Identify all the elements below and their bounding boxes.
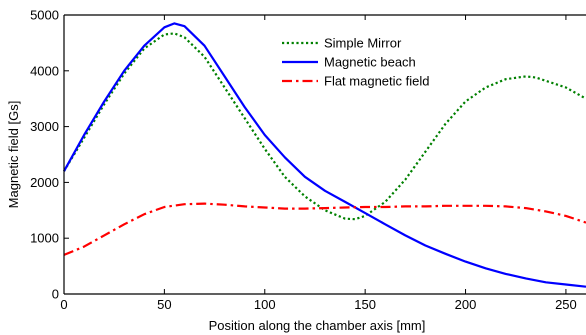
series-line-magnetic-beach — [63, 22, 586, 288]
y-tick-label: 3000 — [30, 119, 59, 134]
y-tick-label: 4000 — [30, 63, 59, 78]
y-axis-label: Magnetic field [Gs] — [6, 101, 21, 209]
series-line-simple-mirror — [63, 32, 586, 221]
plot-background — [64, 15, 586, 294]
legend-label: Magnetic beach — [324, 55, 416, 70]
y-tick-label: 2000 — [30, 175, 59, 190]
axes-layer: 0 50 100 150 200 250 0 1000 2000 3000 4000 5000 — [30, 8, 586, 312]
x-tick-label: 50 — [157, 297, 171, 312]
y-tick-label: 0 — [52, 287, 59, 302]
y-tick-label: 5000 — [30, 8, 59, 23]
x-axis-label: Position along the chamber axis [mm] — [209, 318, 426, 333]
x-tick-label: 250 — [555, 297, 577, 312]
x-tick-label: 150 — [354, 297, 376, 312]
legend: Simple Mirror Magnetic beach Flat magnetic… — [282, 36, 430, 89]
series-layer — [63, 22, 586, 288]
plot-area — [64, 15, 586, 294]
y-tick-label: 1000 — [30, 231, 59, 246]
legend-label: Simple Mirror — [324, 36, 402, 51]
x-tick-label: 100 — [254, 297, 276, 312]
x-tick-label: 200 — [455, 297, 477, 312]
legend-label: Flat magnetic field — [324, 74, 430, 89]
series-line-flat-magnetic-field — [63, 202, 586, 256]
x-tick-label: 0 — [60, 297, 67, 312]
